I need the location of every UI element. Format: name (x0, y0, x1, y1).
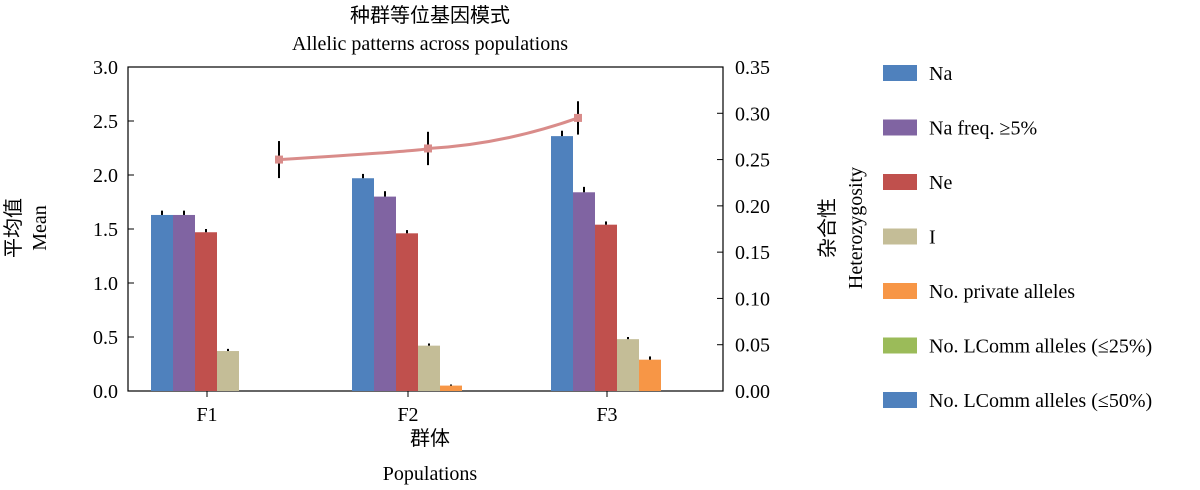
legend-swatch (883, 65, 917, 81)
plot-area: 0.0 0.5 1.0 1.5 2.0 2.5 3.0 0.00 0.05 0.10 0.15 0.2… (93, 57, 770, 426)
chart-title-cn: 种群等位基因模式 (350, 4, 510, 27)
bar (573, 192, 595, 391)
bar (595, 224, 617, 391)
legend-label: I (929, 227, 936, 249)
line-marker (275, 155, 283, 164)
y-tick-label: 2.5 (93, 111, 118, 133)
y-tick-label: 3.0 (93, 57, 118, 79)
legend-label: Ne (929, 172, 952, 194)
bar (551, 136, 573, 391)
y2-tick-label: 0.20 (735, 196, 770, 218)
y-tick-label: 1.0 (93, 273, 118, 295)
legend-swatch (883, 337, 917, 354)
legend-swatch (883, 119, 917, 136)
y2-tick-label: 0.05 (735, 335, 770, 357)
legend-swatch (883, 283, 917, 299)
x-tick-label: F1 (196, 404, 217, 426)
bar (173, 214, 195, 391)
y-tick-label: 0.0 (93, 381, 118, 403)
chart-title-en: Allelic patterns across populations (292, 33, 568, 55)
legend-swatch (883, 174, 917, 190)
bar (617, 339, 639, 391)
line-marker (424, 144, 432, 153)
x-tick-label: F3 (596, 404, 617, 426)
y2-axis-label-cn: 杂合性 (816, 198, 839, 258)
y-tick-label: 1.5 (93, 219, 118, 241)
bar (352, 178, 374, 391)
y2-tick-label: 0.10 (735, 288, 770, 310)
bar (195, 232, 217, 391)
bar (639, 359, 661, 391)
y2-tick-label: 0.00 (735, 381, 770, 403)
legend-label: No. LComm alleles (≤50%) (929, 390, 1152, 412)
x-axis-label-en: Populations (383, 463, 478, 485)
y2-tick-label: 0.30 (735, 103, 770, 125)
legend-swatch (883, 392, 917, 408)
x-axis-label-cn: 群体 (410, 427, 450, 450)
y-axis-label-en: Mean (29, 205, 51, 251)
legend-label: No. LComm alleles (≤25%) (929, 336, 1152, 358)
line-marker (574, 113, 582, 122)
bar (217, 351, 239, 391)
y-axis-label-cn: 平均值 (2, 198, 25, 258)
legend-label: No. private alleles (929, 281, 1075, 303)
bar (440, 385, 462, 391)
bar (396, 233, 418, 391)
legend-label: Na freq. ≥5% (929, 118, 1037, 140)
y2-tick-label: 0.35 (735, 57, 770, 79)
bar (151, 214, 173, 391)
x-tick-label: F2 (397, 404, 418, 426)
legend-label: Na (929, 63, 952, 85)
y-tick-label: 0.5 (93, 327, 118, 349)
y2-tick-label: 0.15 (735, 242, 770, 264)
legend: Na Na freq. ≥5% Ne I No. private alleles No. … (883, 63, 1152, 412)
legend-swatch (883, 228, 917, 245)
bar (418, 345, 440, 391)
y-tick-label: 2.0 (93, 165, 118, 187)
bar (374, 196, 396, 391)
y2-axis-label-en: Heterozygosity (845, 167, 867, 289)
y2-tick-label: 0.25 (735, 150, 770, 172)
